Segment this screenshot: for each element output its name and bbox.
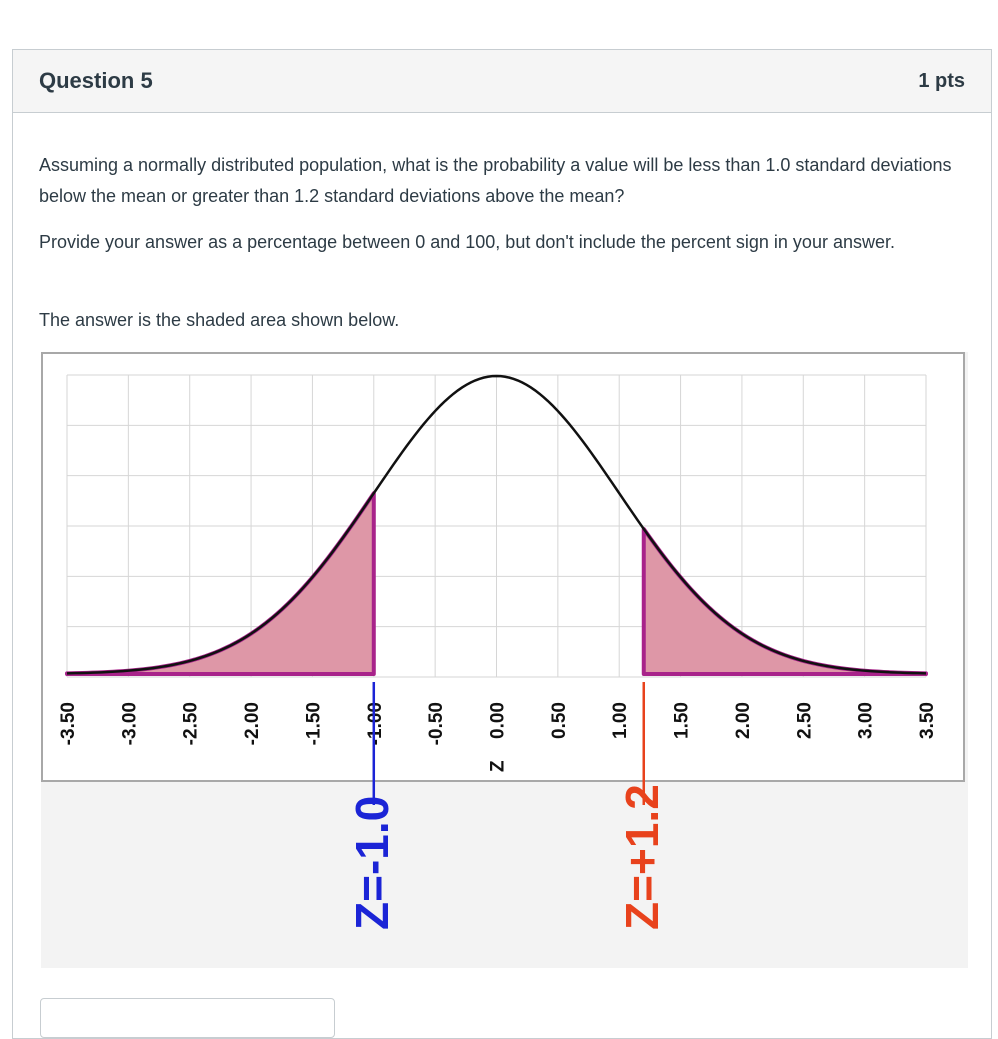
x-tick-label: 0.50 <box>549 702 570 739</box>
answer-instructions: Provide your answer as a percentage betw… <box>39 232 895 252</box>
question-prompt: Assuming a normally distributed populati… <box>39 155 952 206</box>
x-tick-label: 2.00 <box>733 702 754 739</box>
z-right-label: Z=+1.2 <box>616 784 668 930</box>
x-tick-labels: -3.50 -3.00 -2.50 -2.00 -1.50 -1.00 -0.50 0.00 0… <box>58 702 938 772</box>
x-tick-label: -2.00 <box>242 702 263 745</box>
figure-caption: The answer is the shaded area shown belo… <box>39 310 400 330</box>
question-points: 1 pts <box>918 70 965 92</box>
x-tick-label: -1.00 <box>365 702 386 745</box>
chart-svg: -3.50 -3.00 -2.50 -2.00 -1.50 -1.00 -0.50 0.00 0… <box>58 374 938 930</box>
x-tick-label: -3.00 <box>119 702 140 745</box>
question-header: Question 5 1 pts <box>13 50 991 113</box>
density-curve-group <box>66 374 927 675</box>
z-markers: Z=-1.0 Z=+1.2 <box>346 682 668 930</box>
x-tick-label: -0.50 <box>426 702 447 745</box>
x-tick-label: 2.50 <box>794 702 815 739</box>
x-tick-label: 1.00 <box>610 702 631 739</box>
x-tick-label: 1.50 <box>672 702 693 739</box>
x-tick-label: 0.00 <box>488 702 509 739</box>
normal-distribution-chart <box>41 352 965 782</box>
normal-density-curve <box>66 374 927 675</box>
z-left-label: Z=-1.0 <box>346 796 398 930</box>
left-tail-shaded-area <box>65 491 376 676</box>
answer-input[interactable] <box>40 998 335 1038</box>
x-tick-label: -1.50 <box>303 702 324 745</box>
x-axis-label: Z <box>488 760 509 772</box>
x-tick-label: 3.50 <box>917 702 938 739</box>
question-title: Question 5 <box>39 68 153 93</box>
question-card: Question 5 1 pts Assuming a normally dis… <box>12 49 992 1039</box>
x-tick-label: -2.50 <box>181 702 202 745</box>
x-tick-label: 3.00 <box>856 702 877 739</box>
chart-grid <box>66 374 927 678</box>
right-tail-shaded-area <box>641 526 928 676</box>
x-tick-label: -3.50 <box>58 702 79 745</box>
